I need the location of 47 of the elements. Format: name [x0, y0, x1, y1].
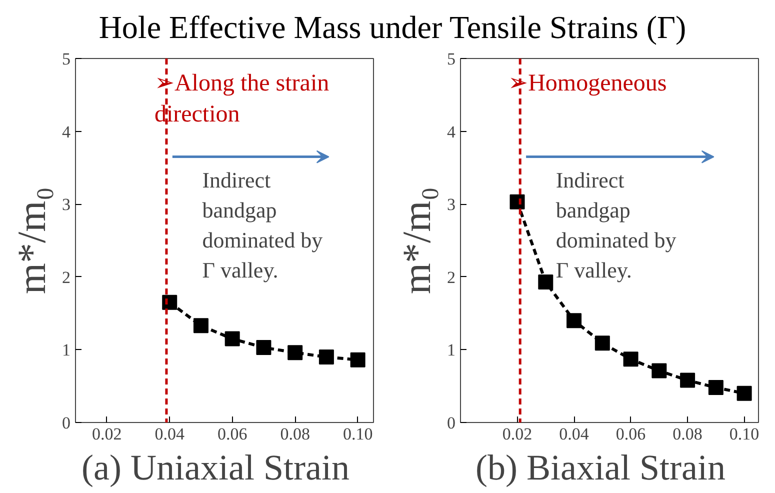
point — [652, 363, 667, 378]
point — [256, 340, 272, 356]
ref-line-label: ➢Homogeneous — [508, 70, 667, 96]
x-tick-label: 0.04 — [559, 424, 590, 444]
y-axis-title: m*/m₀ — [394, 186, 439, 294]
y-tick-label: 5 — [447, 50, 456, 68]
point — [708, 380, 724, 396]
x-axis-title: (b) Biaxial Strain — [476, 448, 726, 488]
annotation: Indirect bandgap dominated by Γ valley. — [202, 168, 323, 283]
y-tick-label: 2 — [62, 268, 70, 287]
point — [736, 386, 752, 401]
x-tick-label: 0.08 — [672, 424, 702, 444]
point — [224, 331, 240, 346]
point — [288, 345, 303, 360]
x-tick-label: 0.06 — [217, 424, 248, 444]
point — [193, 318, 208, 334]
point — [566, 313, 582, 328]
y-tick-label: 3 — [447, 195, 456, 214]
y-tick-label: 4 — [62, 122, 71, 142]
y-tick-label: 1 — [62, 340, 70, 360]
point — [510, 194, 525, 210]
x-tick-label: 0.08 — [280, 424, 310, 444]
annotation: Indirect bandgap dominated by Γ valley. — [556, 168, 676, 283]
x-tick-label: 0.04 — [154, 424, 185, 444]
point — [318, 349, 334, 364]
point — [680, 372, 696, 388]
x-tick-label: 0.10 — [342, 424, 373, 444]
y-tick-label: 5 — [62, 50, 70, 68]
y-tick-label: 0 — [62, 414, 70, 432]
y-axis-title: m*/m₀ — [9, 186, 54, 294]
point — [162, 294, 178, 310]
x-axis-title: (a) Uniaxial Strain — [82, 448, 350, 488]
y-tick-label: 4 — [447, 122, 456, 142]
y-tick-label: 2 — [447, 268, 456, 287]
x-tick-label: 0.02 — [92, 424, 122, 444]
chart-title: Hole Effective Mass under Tensile Strains (Γ) — [98, 8, 686, 47]
y-tick-label: 3 — [62, 195, 70, 214]
ref-line-label: ➢Along the strain direction — [154, 70, 330, 128]
point — [538, 274, 554, 290]
x-tick-label: 0.06 — [616, 424, 646, 444]
point — [623, 352, 638, 367]
y-tick-label: 0 — [447, 414, 456, 432]
point — [350, 352, 366, 368]
y-tick-label: 1 — [447, 340, 456, 360]
point — [594, 336, 610, 351]
x-tick-label: 0.10 — [729, 424, 760, 444]
x-tick-label: 0.02 — [502, 424, 532, 444]
